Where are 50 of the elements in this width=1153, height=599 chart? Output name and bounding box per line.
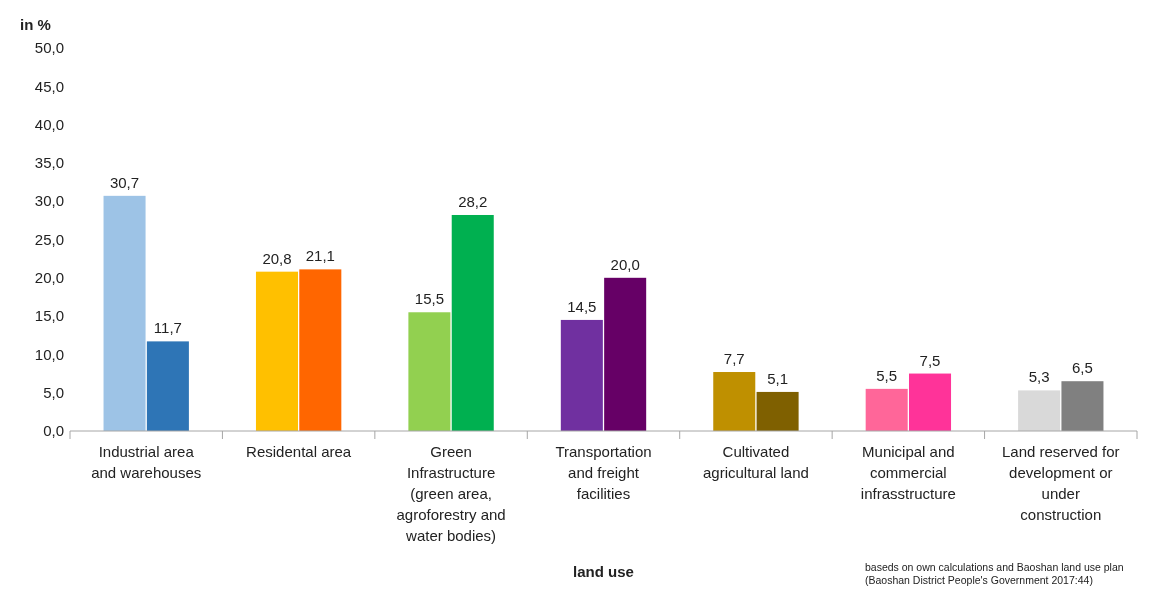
data-label: 5,3	[1028, 368, 1050, 386]
data-label: 21,1	[305, 247, 335, 265]
bar	[146, 341, 189, 431]
y-tick-label: 30,0	[34, 192, 64, 210]
bar	[865, 388, 908, 431]
data-label: 6,5	[1072, 359, 1093, 377]
bar	[451, 214, 494, 431]
y-tick-label: 5,0	[43, 383, 64, 401]
y-tick-label: 10,0	[34, 345, 64, 363]
y-tick-label: 40,0	[34, 115, 64, 133]
bar	[756, 391, 799, 431]
x-tick-label: Residental area	[246, 443, 352, 460]
y-tick-label: 0,0	[43, 422, 64, 440]
bar	[909, 373, 952, 431]
y-tick-label: 50,0	[34, 39, 64, 57]
data-label: 11,7	[153, 319, 182, 337]
y-tick-label: 20,0	[34, 269, 64, 287]
bar	[408, 312, 451, 431]
data-label: 5,1	[767, 369, 789, 387]
data-label: 20,8	[262, 249, 292, 267]
bar	[255, 271, 298, 431]
x-axis-title: land use	[573, 563, 634, 580]
y-tick-label: 45,0	[34, 77, 64, 95]
data-label: 15,5	[414, 290, 445, 308]
data-label: 7,7	[723, 350, 745, 368]
x-tick-label: Transportation and freight facilities	[555, 443, 652, 502]
bar	[560, 319, 603, 431]
bar	[299, 269, 342, 431]
text: baseds on own calculations and Baoshan land use plan	[865, 561, 1124, 573]
data-label: 28,2	[458, 192, 488, 210]
data-label: 14,5	[567, 297, 597, 315]
data-label: 30,7	[109, 173, 140, 191]
y-tick-label: 15,0	[34, 307, 64, 325]
bar	[604, 277, 647, 431]
data-label: 7,5	[919, 351, 941, 369]
bar	[103, 195, 146, 431]
y-axis-title: in %	[20, 16, 51, 33]
data-label: 5,5	[876, 366, 898, 384]
x-tick-label: Municipal and commercial infrasstructure	[860, 443, 956, 502]
x-tick-label: Cultivated agricultural land	[702, 443, 809, 481]
data-label: 20,0	[610, 255, 640, 273]
x-tick-label: Green Infrastructure (green area, agroforestry and water bodies)	[396, 443, 506, 544]
y-tick-label: 25,0	[34, 230, 64, 248]
text: (Baoshan District People's Government 2017:44)	[865, 574, 1093, 586]
bar	[1061, 381, 1104, 431]
y-tick-label: 35,0	[34, 154, 64, 172]
x-tick-label: Industrial area and warehouses	[91, 443, 202, 481]
bar	[713, 372, 756, 431]
x-tick-label: Land reserved for development or under construction	[1002, 443, 1120, 523]
bar	[1018, 390, 1061, 431]
